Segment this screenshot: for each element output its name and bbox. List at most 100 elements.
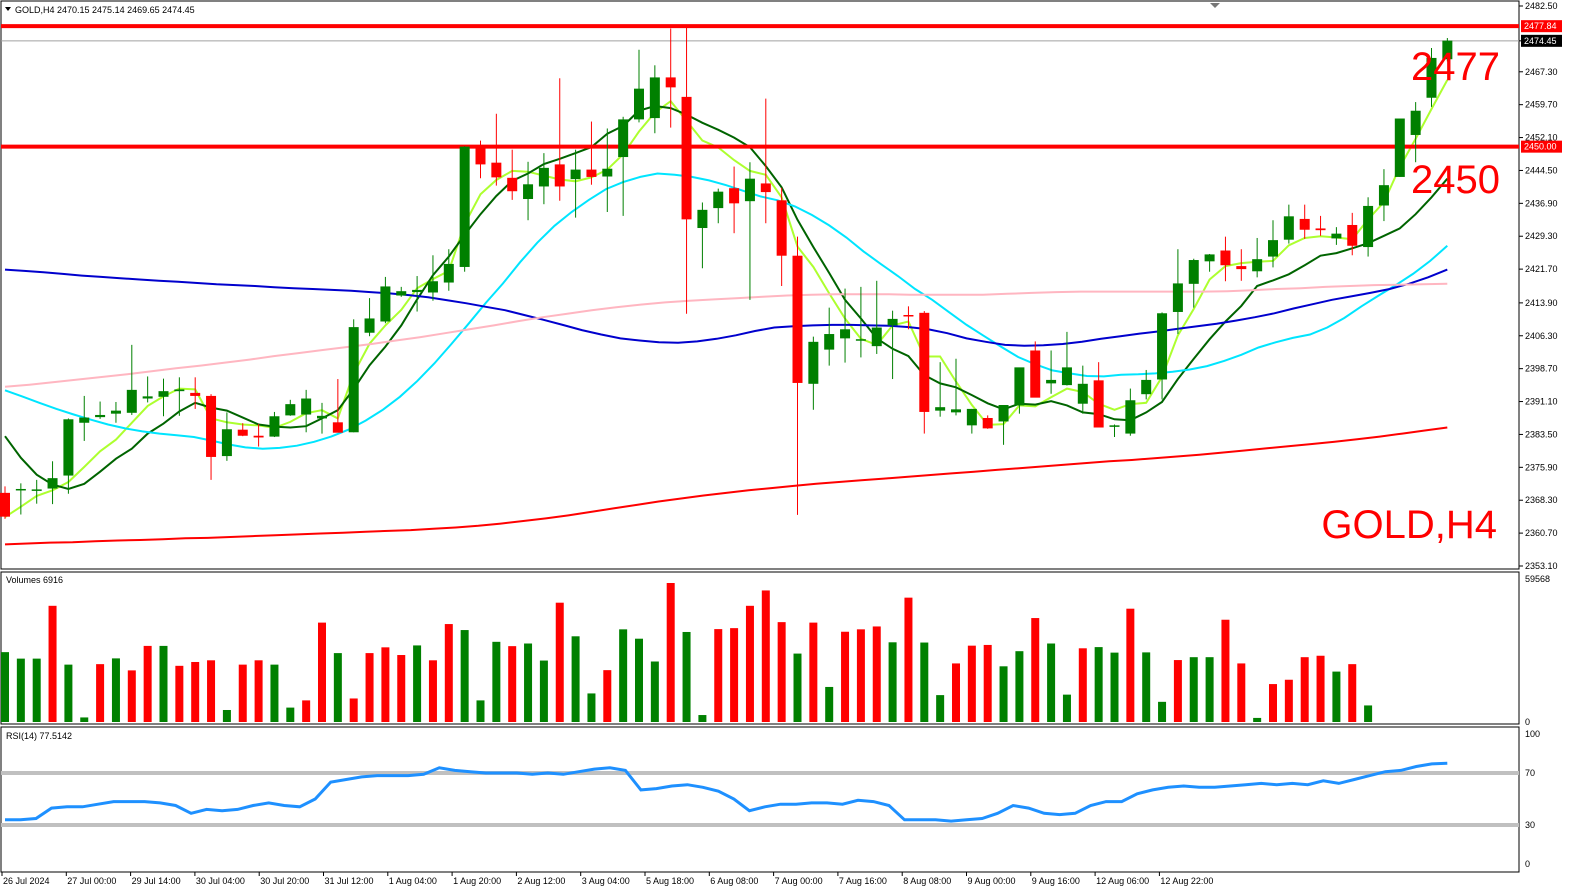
volume-bar [745, 605, 754, 722]
candle [1410, 102, 1421, 163]
time-tick-label: 29 Jul 14:00 [132, 876, 181, 886]
candle-body [190, 392, 201, 396]
price-tick-label: 2368.30 [1525, 495, 1558, 505]
volume-bar [428, 660, 437, 722]
candle [15, 483, 26, 515]
volume-bar [777, 622, 786, 722]
volume-bar [1047, 643, 1056, 722]
dropdown-triangle-icon[interactable] [5, 7, 11, 11]
candle-body [1061, 367, 1072, 386]
candle-body [1220, 250, 1231, 266]
volume-bar [1189, 657, 1198, 722]
level-high-label: 2477 [1411, 45, 1500, 89]
time-tick-label: 7 Aug 16:00 [839, 876, 887, 886]
candle-body [760, 183, 771, 193]
rsi-indicator [1, 761, 1519, 827]
volume-bar [1205, 657, 1214, 722]
time-tick-label: 12 Aug 22:00 [1160, 876, 1213, 886]
volume-bar [635, 638, 643, 722]
volume-bar [16, 658, 25, 722]
candle [317, 402, 327, 434]
candle [935, 362, 946, 417]
candle-body [808, 341, 819, 384]
candle-body [1299, 218, 1310, 230]
volume-bar [730, 628, 739, 722]
candle-body [1046, 379, 1057, 384]
price-label-text: 2450.00 [1524, 142, 1557, 152]
candle-body [840, 329, 851, 339]
candle [1236, 249, 1247, 281]
candle-body [317, 415, 327, 419]
volume-bar [1110, 652, 1119, 722]
volume-bar [381, 647, 390, 722]
candle-body [1077, 383, 1088, 404]
candle [618, 116, 629, 216]
time-tick-label: 2 Aug 12:00 [517, 876, 565, 886]
volume-bar [666, 583, 675, 722]
candle [538, 153, 549, 205]
time-tick-label: 27 Jul 00:00 [67, 876, 116, 886]
volume-bar [476, 700, 485, 722]
time-tick-label: 30 Jul 04:00 [196, 876, 245, 886]
candle-body [63, 419, 74, 476]
candle-body [1030, 350, 1041, 398]
rsi-tick-label: 0 [1525, 859, 1530, 869]
volume-axis: 59568 0 [1525, 574, 1550, 727]
candle [1125, 388, 1136, 436]
ma-red-line [4, 426, 1448, 546]
candle [1030, 341, 1041, 398]
candle-body [1204, 254, 1215, 262]
volume-bar [508, 646, 517, 722]
volume-bar [1316, 655, 1325, 722]
ma-pink-line [4, 282, 1448, 388]
price-tick-label: 2444.50 [1525, 165, 1558, 175]
candle-body [158, 391, 169, 397]
symbol-watermark: GOLD,H4 [1321, 503, 1497, 547]
candle-body [919, 312, 930, 412]
candle [681, 26, 692, 314]
candle [443, 249, 454, 291]
candle-body [443, 263, 454, 283]
candle [158, 378, 169, 417]
candle [269, 411, 280, 438]
chart-shift-marker-icon[interactable] [1210, 3, 1220, 8]
candle-body [523, 184, 534, 200]
time-tick-label: 31 Jul 12:00 [325, 876, 374, 886]
candle [919, 311, 930, 434]
volume-bar [207, 660, 216, 722]
volume-bar [96, 664, 105, 722]
candle [1347, 212, 1358, 256]
candle-body [1125, 400, 1136, 434]
candle [729, 166, 740, 234]
candle-body [1347, 224, 1358, 246]
candle-body [792, 255, 803, 383]
candle [142, 376, 153, 403]
candle-body [507, 177, 518, 192]
volume-bar [1094, 647, 1103, 722]
candle [1394, 118, 1405, 177]
candle-body [427, 281, 438, 293]
volume-bar [936, 695, 945, 722]
volume-bar [999, 666, 1008, 722]
volume-bar [460, 630, 469, 722]
volume-bar [714, 629, 723, 722]
candle [63, 418, 74, 494]
candle [713, 188, 724, 224]
candle [126, 344, 137, 415]
rsi-line [5, 761, 1448, 823]
candle [602, 128, 613, 212]
candle [174, 377, 185, 416]
volume-bar [1253, 717, 1262, 722]
candle-body [966, 408, 977, 426]
price-label-box [1521, 20, 1562, 33]
volume-bar [682, 631, 691, 722]
price-tick-label: 2383.50 [1525, 429, 1558, 439]
volume-bar [872, 626, 881, 722]
candle-body [380, 286, 391, 322]
candle [507, 149, 518, 200]
price-tick-label: 2406.30 [1525, 331, 1558, 341]
volume-bar [365, 653, 374, 722]
candle [1014, 367, 1025, 414]
candle [1188, 258, 1199, 308]
volume-bar [524, 643, 533, 722]
